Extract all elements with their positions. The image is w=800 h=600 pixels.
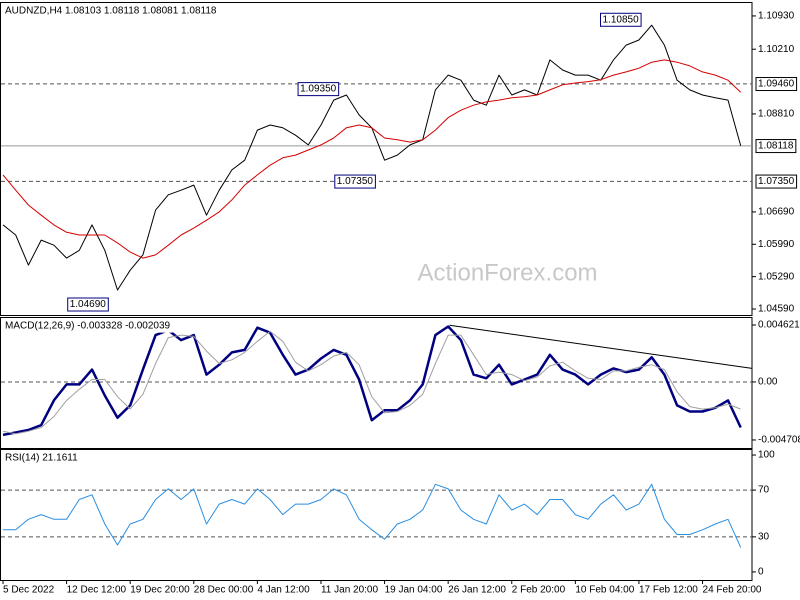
label-box <box>755 174 798 189</box>
y-tick-label: 0.00 <box>758 377 778 388</box>
x-tick-label: 10 Feb 04:00 <box>575 585 634 596</box>
trend-line <box>449 324 753 369</box>
x-tick-label: 12 Dec 12:00 <box>67 585 127 596</box>
label-box <box>3 319 173 333</box>
series-line <box>2 325 742 437</box>
x-tick-label: 19 Dec 20:00 <box>130 585 190 596</box>
panel-frame <box>0 449 753 581</box>
y-tick-label: 30 <box>758 532 770 543</box>
x-tick-label: 2 Feb 20:00 <box>512 585 566 596</box>
series-line <box>2 24 742 291</box>
panel-title: MACD(12,26,9) -0.003328 -0.002039 <box>5 321 171 332</box>
y-tick-label: 1.08810 <box>758 109 795 120</box>
x-tick-label: 17 Feb 12:00 <box>639 585 698 596</box>
x-tick-label: 26 Jan 12:00 <box>448 585 506 596</box>
y-tick-label: 0.004621 <box>758 320 800 331</box>
label-box <box>297 82 340 97</box>
y-tick-label: 70 <box>758 485 770 496</box>
series-line <box>3 483 742 548</box>
annotation: 1.10850 <box>602 14 639 25</box>
label-box <box>3 451 81 465</box>
panel-frame <box>0 317 753 449</box>
y-tick-label: 1.10930 <box>758 11 795 22</box>
y-tick-label: 1.05290 <box>758 271 795 282</box>
y-tick-label: 0 <box>758 567 764 578</box>
y-tick-label: 100 <box>758 450 775 461</box>
x-tick-label: 24 Feb 20:00 <box>703 585 762 596</box>
level-label: 1.08118 <box>758 141 794 152</box>
x-tick-label: 11 Jan 20:00 <box>321 585 379 596</box>
panel-title: AUDNZD,H4 1.08103 1.08118 1.08081 1.0811… <box>5 6 217 17</box>
annotation: 1.04690 <box>70 299 107 310</box>
label-box <box>755 139 797 154</box>
label-box <box>755 77 798 92</box>
label-box <box>3 4 219 18</box>
x-tick-label: 28 Dec 00:00 <box>194 585 254 596</box>
level-label: 1.07350 <box>758 176 795 187</box>
label-box <box>67 297 109 312</box>
series-line <box>2 59 742 259</box>
panel-title: RSI(14) 21.1611 <box>5 453 78 464</box>
watermark: ActionForex.com <box>417 259 597 286</box>
y-tick-label: 1.04590 <box>758 304 795 315</box>
x-tick-label: 4 Jan 12:00 <box>257 585 310 596</box>
level-label: 1.09460 <box>758 79 795 90</box>
label-box <box>334 174 376 189</box>
y-tick-label: 1.05990 <box>758 239 795 250</box>
x-tick-label: 19 Jan 04:00 <box>385 585 443 596</box>
x-tick-label: 5 Dec 2022 <box>3 585 55 596</box>
panel-frame <box>0 2 753 316</box>
y-tick-label: 1.10210 <box>758 44 795 55</box>
y-tick-label: -0.004708 <box>758 435 800 446</box>
y-tick-label: 1.06690 <box>758 207 795 218</box>
series-line <box>2 330 741 435</box>
label-box <box>599 12 642 27</box>
annotation: 1.09350 <box>300 84 337 95</box>
annotation: 1.07350 <box>337 176 374 187</box>
